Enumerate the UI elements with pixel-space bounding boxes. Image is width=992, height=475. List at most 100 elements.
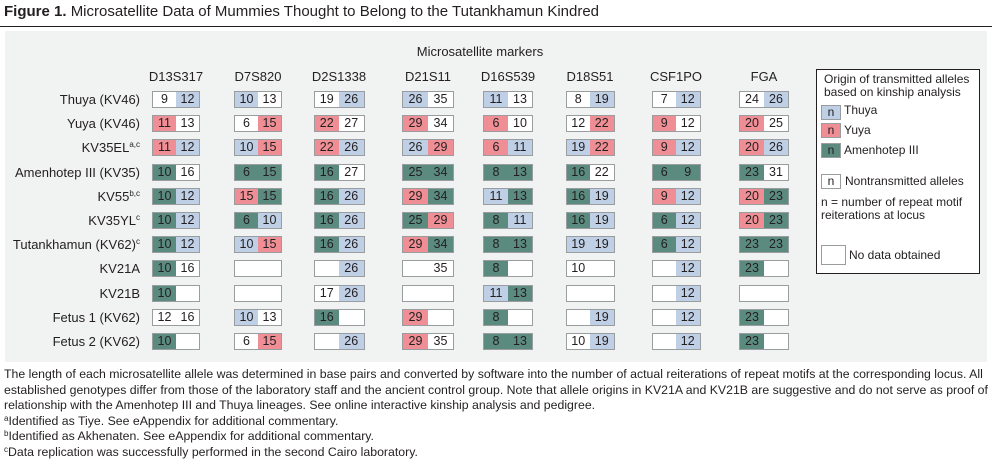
genotype-cell-fga: 23: [739, 333, 789, 350]
allele-2: 23: [764, 213, 788, 228]
allele-1: 16: [314, 188, 339, 204]
marker-header-d21s11: D21S11: [404, 69, 451, 84]
allele-1: 9: [153, 92, 176, 107]
row-label-kv35el: KV35ELa,c: [0, 140, 140, 156]
genotype-cell-d13s317: 10 12: [152, 187, 200, 205]
allele-1: [740, 285, 764, 301]
allele-2: 12: [676, 92, 700, 107]
allele-1: 11: [484, 285, 508, 301]
genotype-cell-d18s51: 19 22: [565, 139, 615, 157]
allele-2: [508, 309, 532, 325]
allele-2: 12: [676, 237, 700, 253]
footnote-a: aIdentified as Tiye. See eAppendix for a…: [4, 414, 988, 430]
allele-2: 12: [676, 261, 700, 277]
allele-2: 13: [176, 116, 199, 132]
legend-swatch-nontransmitted: n: [821, 174, 841, 189]
genotype-cell-d16s539: 6 11: [483, 139, 533, 157]
allele-1: 23: [740, 237, 764, 253]
allele-1: 22: [314, 116, 339, 132]
legend-label-yuya: Yuya: [844, 123, 871, 137]
allele-2: 34: [428, 237, 453, 253]
allele-1: 16: [314, 237, 339, 253]
allele-2: [590, 261, 614, 277]
allele-1: 10: [235, 237, 258, 253]
allele-2: [176, 285, 199, 301]
genotype-cell-d16s539: 6 10: [483, 115, 533, 133]
legend-swatch-amenhotep-iii: n: [821, 143, 841, 158]
allele-2: 35: [428, 334, 453, 349]
allele-2: 12: [176, 92, 199, 107]
genotype-cell-csf1po: 12: [651, 260, 701, 278]
row-name: Amenhotep III (KV35): [14, 164, 140, 180]
footnote-mark: b: [4, 429, 9, 438]
footnote-b: bIdentified as Akhenaten. See eAppendix …: [4, 429, 988, 445]
allele-1: 11: [484, 92, 508, 107]
allele-2: 25: [764, 116, 788, 132]
genotype-cell-d18s51: 12 22: [565, 115, 615, 133]
allele-2: 29: [428, 140, 453, 156]
genotype-cell-d21s11: 29: [402, 308, 454, 326]
allele-1: 10: [235, 309, 258, 325]
allele-1: 11: [153, 140, 176, 156]
allele-2: 27: [339, 116, 364, 132]
allele-2: 11: [508, 213, 532, 228]
genotype-cell-fga: 24 26: [739, 91, 789, 108]
allele-1: 20: [740, 116, 764, 132]
legend-swatch-yuya: n: [821, 123, 841, 138]
allele-1: 29: [403, 116, 428, 132]
row-name: Fetus 2 (KV62): [52, 334, 140, 349]
genotype-cell-d21s11: 25 34: [402, 163, 454, 181]
allele-1: [314, 334, 339, 349]
allele-2: 26: [339, 140, 364, 156]
allele-2: [339, 309, 364, 325]
allele-1: 16: [566, 188, 590, 204]
allele-2: 29: [428, 213, 453, 228]
allele-2: 12: [676, 116, 700, 132]
allele-2: [764, 309, 788, 325]
allele-1: 19: [314, 92, 339, 107]
allele-1: 16: [314, 213, 339, 228]
allele-1: 6: [235, 334, 258, 349]
allele-1: 9: [652, 188, 676, 204]
legend-swatch-no-data: [821, 245, 846, 265]
marker-header-d16s539: D16S539: [480, 69, 536, 84]
allele-2: 31: [764, 164, 788, 180]
allele-1: [314, 261, 339, 277]
genotype-cell-d21s11: [402, 284, 454, 302]
genotype-cell-d7s820: 10 15: [234, 236, 282, 254]
allele-2: 9: [676, 164, 700, 180]
allele-2: 26: [764, 140, 788, 156]
allele-1: [652, 285, 676, 301]
row-name: Tutankhamun (KV62): [12, 237, 136, 253]
allele-1: 8: [484, 213, 508, 228]
genotype-cell-d13s317: 11 13: [152, 115, 200, 133]
genotype-cell-d7s820: 10 13: [234, 91, 282, 108]
genotype-cell-d2s1338: 22 27: [313, 115, 365, 133]
allele-2: [508, 261, 532, 277]
allele-2: 13: [508, 92, 532, 107]
allele-1: 8: [484, 237, 508, 253]
allele-2: 15: [258, 237, 281, 253]
genotype-cell-d16s539: 8 13: [483, 163, 533, 181]
allele-1: [652, 261, 676, 277]
allele-1: 20: [740, 140, 764, 156]
legend-title: Origin of transmitted alleles based on k…: [824, 72, 970, 99]
allele-1: 6: [652, 164, 676, 180]
allele-1: 6: [235, 164, 258, 180]
genotype-cell-csf1po: 9 12: [651, 115, 701, 133]
allele-2: 15: [258, 164, 281, 180]
genotype-cell-d7s820: 10 15: [234, 139, 282, 157]
allele-1: 17: [314, 285, 339, 301]
genotype-cell-d16s539: 11 13: [483, 284, 533, 302]
row-label-kv21a: KV21A: [0, 261, 140, 277]
allele-1: 11: [153, 116, 176, 132]
allele-2: 13: [508, 237, 532, 253]
allele-2: 16: [176, 261, 199, 277]
genotype-cell-d7s820: 6 10: [234, 212, 282, 229]
row-label-fetus-1-kv62: Fetus 1 (KV62): [0, 310, 140, 326]
genotype-cell-fga: 20 23: [739, 212, 789, 229]
allele-1: 29: [403, 188, 428, 204]
allele-1: 19: [566, 140, 590, 156]
allele-2: 34: [428, 164, 453, 180]
genotype-cell-csf1po: 9 12: [651, 187, 701, 205]
